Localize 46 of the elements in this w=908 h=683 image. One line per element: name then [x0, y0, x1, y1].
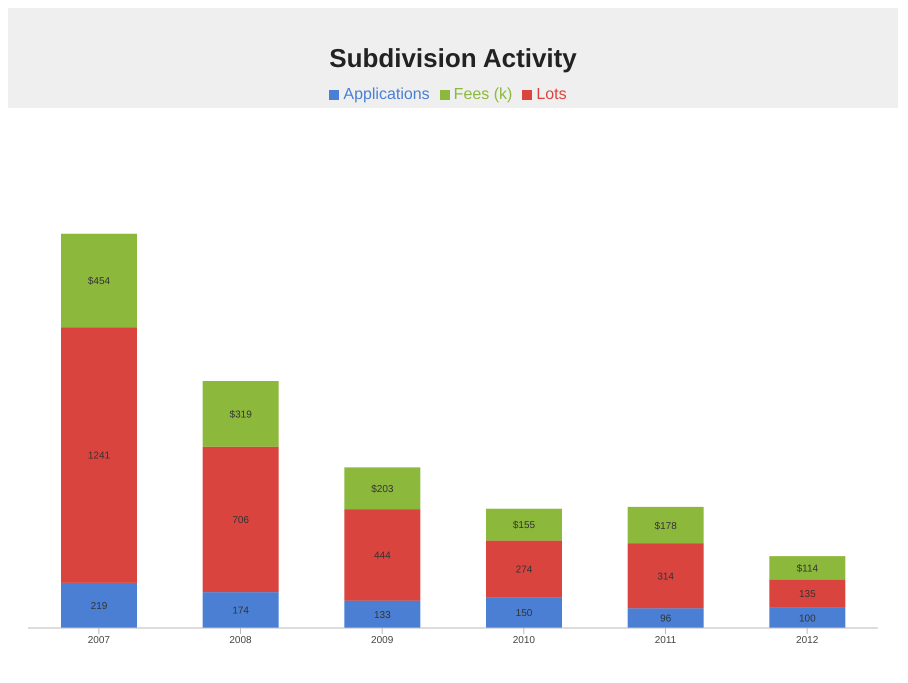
bar — [61, 234, 137, 328]
bar — [769, 580, 846, 608]
data-label: $454 — [88, 276, 111, 288]
data-label: 135 — [798, 589, 816, 600]
data-label: $319 — [230, 409, 252, 420]
bar — [202, 592, 279, 628]
data-label: 314 — [657, 571, 674, 582]
x-tick-label: 2012 — [796, 635, 819, 646]
legend-label: Applications — [343, 86, 430, 103]
data-label: 174 — [232, 606, 250, 617]
x-tick-label: 2007 — [88, 635, 110, 646]
x-tick-label: 2011 — [654, 635, 677, 646]
bar — [769, 556, 846, 580]
data-label: 1241 — [88, 450, 111, 462]
data-label: $178 — [654, 520, 678, 532]
bar — [344, 509, 420, 601]
data-label: 133 — [374, 610, 392, 621]
data-label: 96 — [660, 614, 672, 625]
data-label: 706 — [232, 514, 250, 526]
bar — [202, 446, 279, 592]
bar — [202, 381, 279, 447]
bar — [486, 540, 562, 598]
bar — [61, 582, 137, 628]
bar — [486, 597, 562, 628]
x-tick-label: 2010 — [512, 635, 536, 646]
x-tick-label: 2008 — [229, 635, 252, 646]
data-label: $203 — [371, 484, 394, 495]
data-label: 444 — [374, 550, 392, 562]
bar — [61, 327, 137, 583]
bar — [486, 508, 562, 541]
data-label: $155 — [512, 520, 536, 532]
data-label: 219 — [90, 600, 108, 612]
bar — [769, 607, 846, 628]
bar — [344, 600, 420, 628]
data-label: 150 — [516, 608, 533, 620]
data-label: $114 — [796, 563, 819, 574]
x-tick-label: 2009 — [371, 635, 394, 646]
legend-label: Fees (k) — [454, 86, 512, 103]
chart-title: Subdivision Activity — [329, 42, 577, 72]
data-label: 274 — [516, 564, 533, 576]
bar — [628, 608, 704, 628]
legend-label: Lots — [536, 86, 567, 103]
bar — [628, 506, 704, 544]
data-label: 100 — [798, 613, 816, 624]
bar — [344, 467, 420, 510]
bar — [628, 544, 704, 608]
